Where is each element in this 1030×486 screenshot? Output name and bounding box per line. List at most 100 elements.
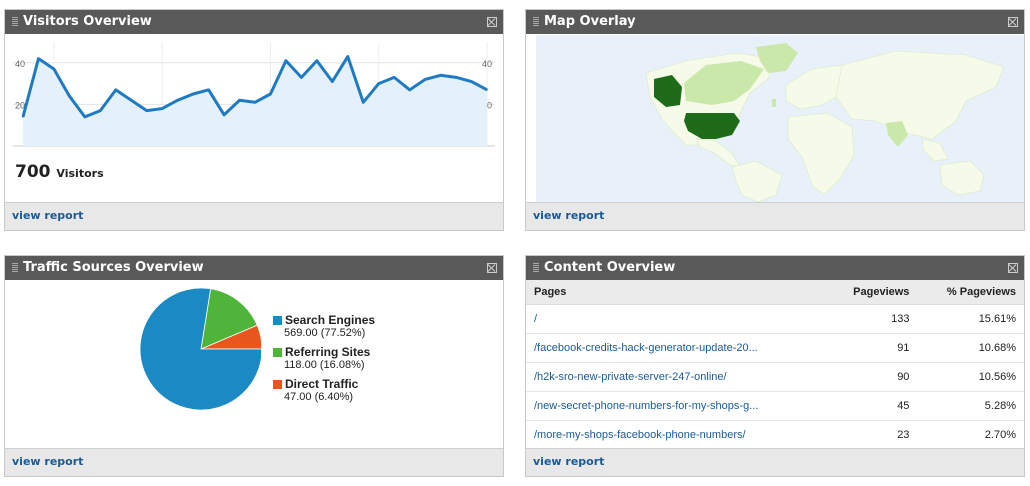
col-header-pages[interactable]: Pages <box>526 280 827 305</box>
legend-item-direct-traffic: Direct Traffic 47.00 (6.40%) <box>273 377 375 403</box>
visitors-overview-widget: Visitors Overview 40402020 700 Visitors … <box>4 9 504 231</box>
pct-cell: 2.70% <box>917 420 1024 450</box>
close-icon[interactable] <box>487 263 497 273</box>
table-row: /facebook-credits-hack-generator-update-… <box>526 333 1024 363</box>
pageviews-cell: 90 <box>826 362 918 392</box>
data-point <box>207 89 210 91</box>
close-icon[interactable] <box>1008 17 1018 27</box>
map-region-africa <box>787 112 855 196</box>
widget-footer: view report <box>5 202 503 230</box>
visitors-line-chart: 40402020 <box>13 42 495 147</box>
legend-value: 47.00 (6.40%) <box>284 391 354 403</box>
data-point <box>285 59 287 62</box>
view-report-link[interactable]: view report <box>533 209 605 222</box>
view-report-link[interactable]: view report <box>12 209 84 222</box>
page-link[interactable]: / <box>526 304 827 334</box>
widget-title: Map Overlay <box>544 14 636 29</box>
map-overlay-widget: Map Overlay view report <box>525 9 1025 231</box>
data-point <box>99 109 102 112</box>
content-overview-widget: Content Overview Pages Pageviews % Pagev… <box>525 255 1025 477</box>
legend-value: 118.00 (16.08%) <box>284 359 365 371</box>
data-point <box>223 114 225 116</box>
map-region-uk <box>772 99 776 107</box>
data-point <box>362 101 365 104</box>
page-link[interactable]: /facebook-credits-hack-generator-update-… <box>526 333 827 363</box>
col-header-pageviews[interactable]: Pageviews <box>826 280 918 305</box>
drag-handle-icon[interactable] <box>533 263 539 272</box>
data-point <box>145 109 148 112</box>
data-point <box>161 107 163 110</box>
table-row: / 133 15.61% <box>526 304 1024 334</box>
close-icon[interactable] <box>1008 263 1018 273</box>
data-point <box>377 82 380 85</box>
data-point <box>316 59 318 62</box>
col-header-pct-pageviews[interactable]: % Pageviews <box>917 280 1024 305</box>
data-point <box>424 78 426 81</box>
data-point <box>37 57 40 60</box>
map-region-southeast-asia <box>921 138 949 162</box>
visitor-count-value: 700 <box>15 162 51 182</box>
data-point <box>22 116 24 118</box>
traffic-sources-widget: Traffic Sources Overview Search Engines … <box>4 255 504 477</box>
drag-handle-icon[interactable] <box>12 263 18 272</box>
pct-cell: 10.68% <box>917 333 1024 363</box>
content-table: Pages Pageviews % Pageviews / 133 15.61%… <box>526 280 1024 450</box>
pageviews-cell: 23 <box>826 420 918 450</box>
widget-footer: view report <box>5 448 503 476</box>
drag-handle-icon[interactable] <box>12 17 18 26</box>
swatch-icon <box>273 347 282 357</box>
widget-footer: view report <box>526 448 1024 476</box>
pct-cell: 5.28% <box>917 391 1024 421</box>
swatch-icon <box>273 315 282 325</box>
visitor-count: 700 Visitors <box>15 162 104 182</box>
widget-title: Visitors Overview <box>23 14 152 29</box>
y-tick-label-left: 40 <box>15 59 25 69</box>
legend-item-search-engines: Search Engines 569.00 (77.52%) <box>273 313 375 339</box>
traffic-pie-chart <box>139 287 261 411</box>
map-region-india <box>886 121 908 147</box>
widget-header[interactable]: Map Overlay <box>526 10 1024 34</box>
data-point <box>331 80 334 83</box>
pageviews-cell: 133 <box>826 304 918 334</box>
page-link[interactable]: /new-secret-phone-numbers-for-my-shops-g… <box>526 391 827 421</box>
map-region-canada <box>684 61 764 105</box>
map-region-usa <box>684 113 740 139</box>
data-point <box>176 99 179 102</box>
legend-name: Search Engines <box>285 313 376 327</box>
swatch-icon <box>273 379 282 389</box>
data-point <box>238 99 241 102</box>
widget-header[interactable]: Visitors Overview <box>5 10 503 34</box>
widget-header[interactable]: Traffic Sources Overview <box>5 256 503 280</box>
close-icon[interactable] <box>487 17 497 27</box>
world-map[interactable] <box>536 35 1024 202</box>
widget-header[interactable]: Content Overview <box>526 256 1024 280</box>
pie-legend: Search Engines 569.00 (77.52%) Referring… <box>273 313 375 409</box>
data-point <box>115 89 117 91</box>
series-area <box>23 56 487 146</box>
page-link[interactable]: /more-my-shops-facebook-phone-numbers/ <box>526 420 827 450</box>
view-report-link[interactable]: view report <box>533 455 605 468</box>
map-region-alaska <box>654 75 682 107</box>
data-point <box>393 76 396 79</box>
data-point <box>269 93 272 95</box>
y-tick-label-left: 20 <box>15 100 25 110</box>
data-point <box>455 76 457 79</box>
legend-name: Referring Sites <box>285 345 371 359</box>
data-point <box>130 99 133 102</box>
table-header-row: Pages Pageviews % Pageviews <box>526 280 1024 305</box>
data-point <box>470 80 473 83</box>
pct-cell: 15.61% <box>917 304 1024 334</box>
view-report-link[interactable]: view report <box>12 455 84 468</box>
pie-slice-referring-sites <box>200 288 258 350</box>
drag-handle-icon[interactable] <box>533 17 539 26</box>
pageviews-cell: 45 <box>826 391 918 421</box>
page-link[interactable]: /h2k-sro-new-private-server-247-online/ <box>526 362 827 392</box>
data-point <box>486 89 488 91</box>
data-point <box>254 101 256 104</box>
data-point <box>68 95 71 97</box>
pageviews-cell: 91 <box>826 333 918 363</box>
legend-name: Direct Traffic <box>285 377 359 391</box>
data-point <box>408 89 411 91</box>
table-row: /new-secret-phone-numbers-for-my-shops-g… <box>526 391 1024 421</box>
data-point <box>53 68 55 70</box>
